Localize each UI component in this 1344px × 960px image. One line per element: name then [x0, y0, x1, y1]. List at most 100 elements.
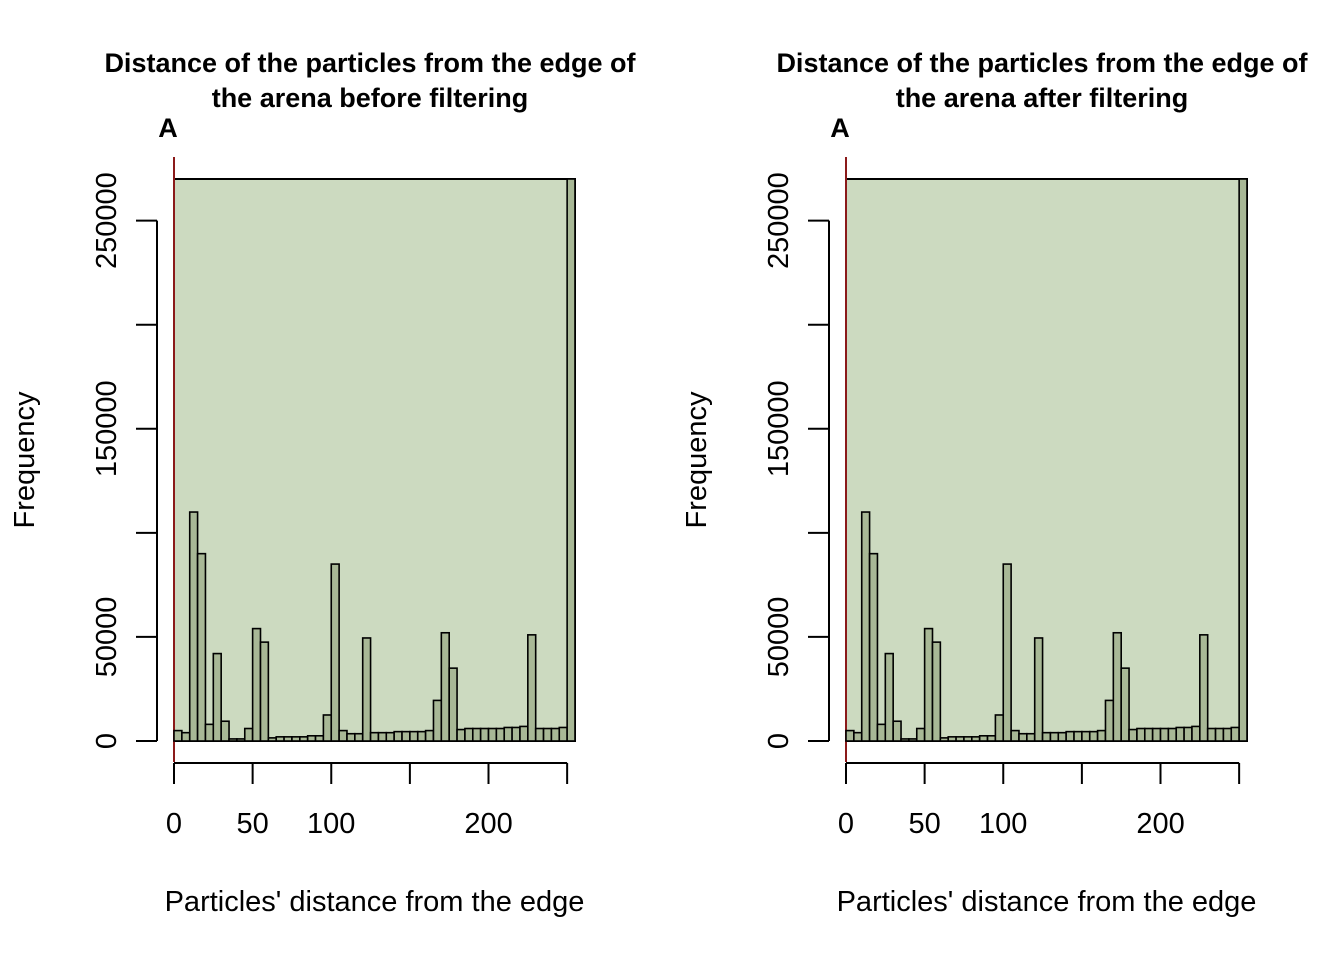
histogram-bar	[204, 723, 215, 742]
histogram-bar	[527, 634, 537, 742]
histogram-bar	[566, 178, 576, 742]
histogram-bar	[354, 732, 364, 742]
histogram-bar	[401, 730, 411, 742]
histogram-bar	[1081, 730, 1091, 742]
histogram-bar	[1230, 726, 1240, 742]
histogram-bar	[971, 736, 981, 742]
histogram-bar	[994, 714, 1005, 742]
histogram-bar	[173, 729, 183, 742]
histogram-bar	[196, 552, 207, 742]
histogram-bar	[1096, 729, 1107, 742]
histogram-bar	[267, 737, 278, 742]
histogram-bar	[299, 736, 309, 742]
histogram-bar	[236, 738, 246, 742]
histogram-bar	[440, 631, 450, 742]
x-tick-label: 0	[166, 808, 182, 840]
histogram-bar	[876, 723, 887, 742]
chart-title-line: Distance of the particles from the edge …	[776, 48, 1308, 78]
histogram-bar	[1065, 730, 1075, 742]
y-tick-label: 150000	[763, 380, 795, 477]
histogram-bar	[283, 736, 293, 742]
y-axis-label: Frequency	[9, 391, 41, 529]
histogram-bar	[1128, 728, 1138, 742]
histogram-bar	[424, 729, 435, 742]
y-tick-label: 250000	[91, 172, 123, 269]
histogram-bar	[1199, 634, 1209, 742]
x-axis-label: Particles' distance from the edge	[837, 886, 1257, 918]
histogram-bar	[251, 627, 262, 742]
histogram-bar	[432, 699, 443, 742]
plot-background	[173, 178, 576, 742]
histogram-bar	[456, 728, 466, 742]
histogram-bar	[479, 727, 490, 742]
histogram-bar	[369, 731, 380, 742]
x-tick-label: 200	[464, 808, 512, 840]
histogram-bar	[1159, 727, 1170, 742]
histogram-bar	[448, 667, 458, 742]
histogram-bar	[338, 729, 348, 742]
x-axis-label: Particles' distance from the edge	[165, 886, 585, 918]
histogram-bar	[377, 731, 388, 742]
histogram-bar	[915, 727, 926, 742]
histogram-bar	[542, 727, 553, 742]
y-tick-label: 50000	[91, 597, 123, 678]
y-axis-label: Frequency	[681, 391, 713, 529]
histogram-bar	[884, 652, 894, 742]
histogram-bar	[361, 637, 372, 742]
histogram-bar	[978, 734, 989, 742]
histogram-bar	[1026, 732, 1036, 742]
histogram-bar	[1049, 731, 1060, 742]
histogram-bar	[908, 738, 918, 742]
histogram-bar	[409, 730, 419, 742]
histogram-bar	[1238, 178, 1248, 742]
chart-title-line: the arena before filtering	[212, 83, 529, 113]
histogram-bar	[931, 641, 942, 742]
histogram-bar	[503, 726, 513, 742]
histogram-bar	[1018, 732, 1028, 742]
histogram-bar	[495, 727, 506, 742]
histogram-bar	[1010, 729, 1020, 742]
histogram-bar	[986, 734, 997, 742]
histogram-bar	[330, 563, 340, 742]
histogram-bar	[1151, 727, 1162, 742]
histogram-bar	[487, 727, 498, 742]
histogram-bar	[1183, 726, 1193, 742]
histogram-bar	[1167, 727, 1178, 742]
chart-panel-1: Distance of the particles from the edge …	[9, 48, 637, 918]
histogram-bar	[963, 736, 973, 742]
histogram-bar	[1088, 730, 1099, 742]
y-tick-label: 0	[763, 733, 795, 749]
histogram-bar	[393, 730, 403, 742]
histogram-bar	[471, 727, 482, 742]
histogram-bar	[900, 738, 910, 742]
histogram-bar	[1033, 637, 1044, 742]
x-tick-label: 100	[979, 808, 1027, 840]
histogram-bar	[322, 714, 333, 742]
histogram-bar	[534, 727, 545, 742]
x-tick-label: 100	[307, 808, 355, 840]
histogram-bar	[845, 729, 855, 742]
bars	[173, 178, 576, 742]
x-tick-label: 200	[1136, 808, 1184, 840]
y-tick-label: 150000	[91, 380, 123, 477]
histogram-bar	[1057, 731, 1067, 742]
histogram-bar	[1041, 731, 1052, 742]
histogram-bar	[181, 731, 191, 742]
bars	[845, 178, 1248, 742]
histogram-bar	[519, 725, 529, 742]
panel-letter: A	[158, 113, 178, 143]
panel-letter: A	[830, 113, 850, 143]
histogram-bar	[1112, 631, 1122, 742]
histogram-bar	[558, 726, 568, 742]
histogram-bar	[228, 738, 238, 742]
y-tick-label: 50000	[763, 597, 795, 678]
histogram-bar	[220, 720, 230, 742]
histogram-bar	[868, 552, 879, 742]
histogram-bar	[1214, 727, 1225, 742]
histogram-bar	[212, 652, 222, 742]
histogram-bar	[860, 511, 871, 742]
plot-background	[845, 178, 1248, 742]
y-tick-label: 250000	[763, 172, 795, 269]
histogram-bar	[243, 727, 254, 742]
